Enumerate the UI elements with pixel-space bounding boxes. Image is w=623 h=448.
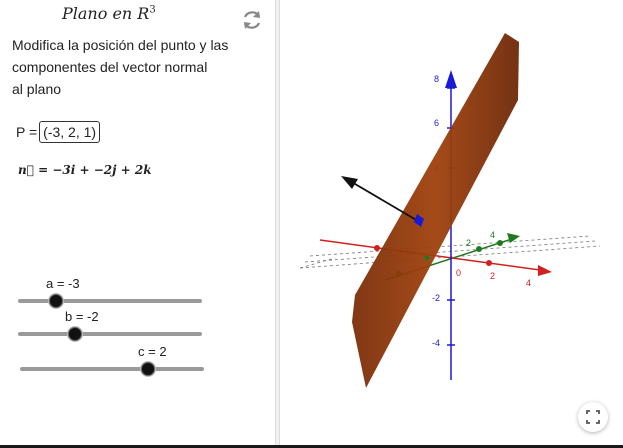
algebra-panel: Plano en R3 Modifica la posición del pun… <box>0 0 275 446</box>
slider-c-label: c = 2 <box>138 344 167 359</box>
slider-b-label: b = -2 <box>65 309 99 324</box>
slider-a-track[interactable] <box>18 299 202 303</box>
y-tick-point <box>476 246 482 252</box>
slider-b-knob[interactable] <box>68 327 82 341</box>
panel-divider[interactable] <box>275 0 280 446</box>
x-axis-arrow <box>538 265 552 276</box>
reset-icon[interactable] <box>240 8 264 32</box>
point-input[interactable]: (-3, 2, 1) <box>39 121 101 143</box>
z-axis-arrow <box>445 70 457 88</box>
normal-vector-line[interactable] <box>349 180 419 222</box>
x-tick-point <box>374 245 380 251</box>
slider-c[interactable]: c = 2 <box>0 342 210 376</box>
slider-b-track[interactable] <box>18 332 202 336</box>
slider-c-knob[interactable] <box>141 362 155 376</box>
x-tick-label: 4 <box>526 278 531 288</box>
normal-vector-arrow <box>341 176 358 189</box>
fullscreen-icon <box>586 410 600 424</box>
title-text: Plano en R <box>62 4 150 23</box>
title-superscript: 3 <box>149 4 156 16</box>
description-line-1: Modifica la posición del punto y las <box>12 37 229 53</box>
description-line-3: al plano <box>12 81 62 97</box>
floor-grid <box>299 235 601 269</box>
normal-vector-expression: n⃗ = −3i + −2j + 2k <box>18 163 152 177</box>
page-title: Plano en R3 <box>62 4 156 23</box>
bottom-border <box>0 445 623 448</box>
description: Modifica la posición del punto y las com… <box>12 34 252 100</box>
graphics-3d-view[interactable]: 2 4 2 4 8 6 4 -2 -4 0 <box>280 0 623 445</box>
point-label: P = <box>16 124 38 140</box>
slider-a[interactable]: a = -3 <box>0 276 210 308</box>
y-tick-label: 2 <box>466 238 471 248</box>
z-tick-label: 8 <box>434 74 439 84</box>
fullscreen-button[interactable] <box>578 402 608 432</box>
y-axis-arrow <box>507 233 520 243</box>
slider-c-track[interactable] <box>20 367 204 371</box>
slider-a-label: a = -3 <box>46 276 80 291</box>
description-line-2: componentes del vector normal <box>12 59 208 75</box>
z-tick-label: -2 <box>432 293 440 303</box>
origin-label: 0 <box>456 268 461 278</box>
point-p-marker[interactable] <box>414 214 424 227</box>
slider-b[interactable]: b = -2 <box>0 309 210 341</box>
z-tick-label: 6 <box>434 118 439 128</box>
z-tick-label: -4 <box>432 338 440 348</box>
x-tick-label: 2 <box>490 271 495 281</box>
y-tick-point <box>497 240 503 246</box>
plane-surface[interactable] <box>352 33 519 388</box>
y-tick-label: 4 <box>490 230 495 240</box>
slider-a-knob[interactable] <box>49 294 63 308</box>
origin-point <box>424 255 430 261</box>
x-tick-point <box>486 260 492 266</box>
point-row: P = (-3, 2, 1) <box>16 121 101 143</box>
